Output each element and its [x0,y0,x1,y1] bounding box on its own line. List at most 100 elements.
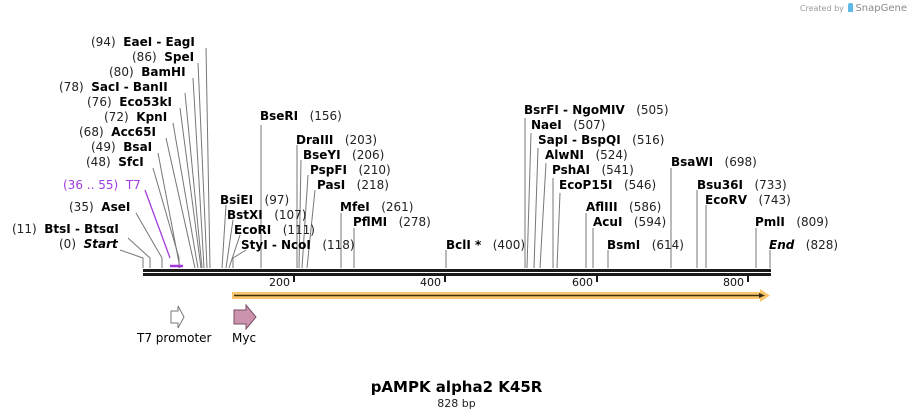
site-label-pflmi[interactable]: PflMI (278) [353,215,431,229]
site-name: AflIII [586,200,618,214]
site-label-ecorv[interactable]: EcoRV (743) [705,193,791,207]
site-name: NaeI [531,118,562,132]
site-position: (86) [132,50,157,64]
backbone-bottom [143,273,771,276]
site-label-bcli[interactable]: BclI * (400) [446,238,525,252]
site-position: (49) [91,140,116,154]
site-label-styi-ncoi[interactable]: StyI - NcoI (118) [241,238,355,252]
site-position: (206) [352,148,385,162]
site-label-saci-banii[interactable]: (78) SacI - BanII [59,80,168,94]
site-position: (72) [104,110,129,124]
site-name: SpeI [164,50,195,64]
site-label-pasi[interactable]: PasI (218) [317,178,389,192]
site-label-bseyi[interactable]: BseYI (206) [303,148,384,162]
site-name: PasI [317,178,346,192]
t7-leader-line [144,189,171,259]
site-name: AlwNI [545,148,584,162]
site-label-bsiei[interactable]: BsiEI (97) [220,193,289,207]
site-name: EcoRI [234,223,272,237]
site-position: (97) [264,193,290,207]
t7-promoter-arrow[interactable] [170,305,185,329]
orf-arrow[interactable] [232,289,770,302]
site-label-pshai[interactable]: PshAI (541) [552,163,634,177]
ruler-tick-400: 400 [420,276,441,289]
site-name: Bsu36I [697,178,743,192]
site-label-draiii[interactable]: DraIII (203) [296,133,377,147]
site-label-kpni[interactable]: (72) KpnI [104,110,167,124]
site-name: BsaWI [671,155,714,169]
snapgene-credit: Created by SnapGene [800,3,907,14]
site-position: (261) [381,200,414,214]
site-position: (118) [322,238,355,252]
site-position: (203) [344,133,378,147]
site-name: BclI * [446,238,482,252]
site-name: StyI - NcoI [241,238,311,252]
site-label-sapi-bspqi[interactable]: SapI - BspQI (516) [538,133,664,147]
site-name: EcoRV [705,193,748,207]
site-position: (218) [356,178,389,192]
site-label-bseri[interactable]: BseRI (156) [260,109,342,123]
site-name: SapI - BspQI [538,133,621,147]
myc-arrow[interactable] [233,303,257,331]
site-label-bamhi[interactable]: (80) BamHI [109,65,186,79]
primer-label-t7[interactable]: (36 .. 55) T7 [63,178,141,192]
site-label-naei[interactable]: NaeI (507) [531,118,605,132]
ruler-tick-200: 200 [269,276,290,289]
site-label-bstxi[interactable]: BstXI (107) [227,208,306,222]
site-name: PspFI [310,163,347,177]
site-label-bsai[interactable]: (49) BsaI [91,140,152,154]
site-position: (11) [12,222,37,236]
site-label-mfei[interactable]: MfeI (261) [340,200,414,214]
feature-label-t7-promoter[interactable]: T7 promoter [137,331,212,345]
site-position: (107) [274,208,307,222]
site-label-ecori[interactable]: EcoRI (111) [234,223,315,237]
site-position: (400) [492,238,526,252]
site-position: (0) [59,237,76,251]
site-position: (48) [86,155,111,169]
site-position: (156) [309,109,342,123]
site-name: BseYI [303,148,341,162]
site-position: (35) [69,200,94,214]
site-position: (524) [595,148,628,162]
site-label-ecop15i[interactable]: EcoP15I (546) [559,178,656,192]
site-name: Acc65I [111,125,156,139]
site-label-eco53ki[interactable]: (76) Eco53kI [87,95,172,109]
site-position: (743) [758,193,791,207]
site-position: (76) [87,95,112,109]
site-position: (594) [633,215,667,229]
site-position: (278) [398,215,431,229]
site-label-alwni[interactable]: AlwNI (524) [545,148,628,162]
site-name: BstXI [227,208,263,222]
snapgene-logo-icon [848,3,854,12]
site-label-spei[interactable]: (86) SpeI [132,50,194,64]
site-name: SfcI [118,155,144,169]
site-position: (78) [59,80,84,94]
site-name: Eco53kI [119,95,172,109]
map-length: 828 bp [437,397,476,410]
site-label-bsmi[interactable]: BsmI (614) [607,238,684,252]
site-position: (80) [109,65,134,79]
site-label-bsawi[interactable]: BsaWI (698) [671,155,757,169]
site-label-bsrfi-ngomiv[interactable]: BsrFI - NgoMIV (505) [524,103,669,117]
site-label-sfci[interactable]: (48) SfcI [86,155,144,169]
credit-prefix: Created by [799,4,844,13]
site-label-pmli[interactable]: PmlI (809) [755,215,829,229]
site-label-pspfi[interactable]: PspFI (210) [310,163,391,177]
site-name: Start [83,237,118,251]
site-name: BsmI [607,238,641,252]
site-label-afliii[interactable]: AflIII (586) [586,200,661,214]
site-position: (614) [651,238,684,252]
site-name: PshAI [552,163,591,177]
site-label-bsu36i[interactable]: Bsu36I (733) [697,178,787,192]
site-name: AcuI [593,215,623,229]
site-label-btsi-btsai[interactable]: (11) BtsI - BtsαI [12,222,119,236]
site-position: (210) [358,163,391,177]
feature-label-myc[interactable]: Myc [232,331,257,345]
site-label-acc65i[interactable]: (68) Acc65I [79,125,156,139]
site-label-eaei-eagi[interactable]: (94) EaeI - EagI [91,35,195,49]
map-title: pAMPK alpha2 K45R [370,378,543,396]
site-label-acui[interactable]: AcuI (594) [593,215,666,229]
primer-position: (36 .. 55) [63,178,119,192]
site-label-asei[interactable]: (35) AseI [69,200,130,214]
ruler-tick-600: 600 [572,276,593,289]
